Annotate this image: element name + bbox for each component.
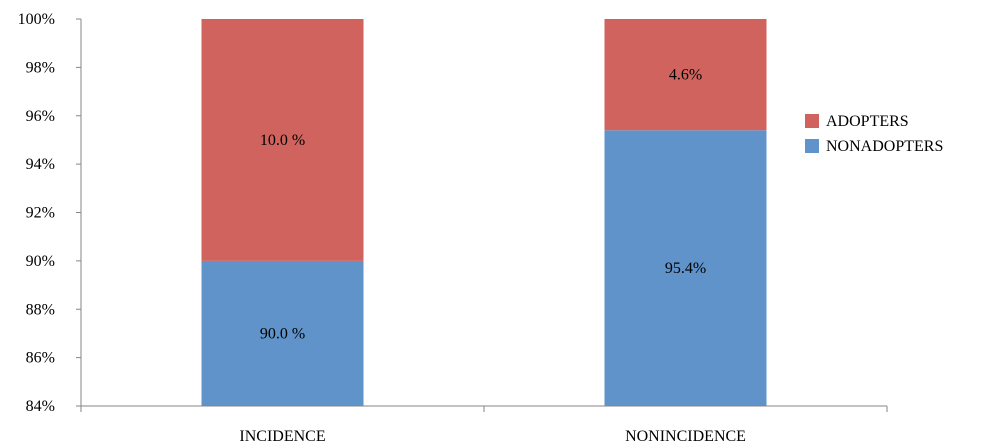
bar-nonadopters-nonincidence bbox=[604, 130, 767, 406]
bars bbox=[201, 19, 767, 406]
bar-adopters-incidence bbox=[201, 19, 364, 261]
legend-swatch-adopters bbox=[805, 114, 819, 128]
x-axis: INCIDENCE NONINCIDENCE bbox=[80, 405, 888, 445]
y-axis: 84% 86% 88% 90% 92% 94% 96% 98% 100% bbox=[18, 11, 82, 415]
y-tick-label: 90% bbox=[26, 253, 55, 270]
x-category-label: NONINCIDENCE bbox=[625, 428, 746, 445]
legend-label-adopters: ADOPTERS bbox=[826, 113, 909, 130]
legend: ADOPTERS NONADOPTERS bbox=[805, 113, 943, 155]
x-category-label: INCIDENCE bbox=[239, 428, 325, 445]
y-tick-label: 86% bbox=[26, 350, 55, 367]
legend-swatch-nonadopters bbox=[805, 139, 819, 153]
data-label: 10.0 % bbox=[260, 132, 305, 149]
data-labels: 90.0 % 10.0 % 95.4% 4.6% bbox=[260, 67, 706, 343]
y-tick-label: 92% bbox=[26, 205, 55, 222]
y-tick-label: 96% bbox=[26, 108, 55, 125]
bar-nonadopters-incidence bbox=[201, 260, 364, 406]
data-label: 90.0 % bbox=[260, 325, 305, 342]
y-tick-label: 84% bbox=[26, 398, 55, 415]
y-tick-label: 88% bbox=[26, 301, 55, 318]
y-tick-label: 94% bbox=[26, 156, 55, 173]
legend-label-nonadopters: NONADOPTERS bbox=[826, 138, 943, 155]
y-tick-label: 98% bbox=[26, 59, 55, 76]
y-tick-label: 100% bbox=[18, 11, 55, 28]
data-label: 95.4% bbox=[665, 260, 706, 277]
data-label: 4.6% bbox=[669, 67, 702, 84]
bar-adopters-nonincidence bbox=[604, 19, 767, 131]
